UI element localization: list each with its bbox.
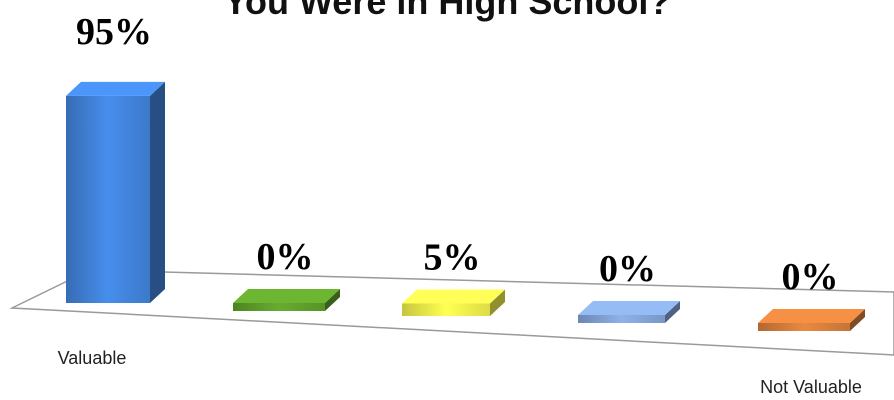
bar-side-face xyxy=(665,301,680,323)
bar-front-face xyxy=(578,315,665,323)
bar-top-face xyxy=(233,289,340,303)
bar-1 xyxy=(233,289,340,311)
data-label-1: 0% xyxy=(257,236,314,278)
data-label-4: 0% xyxy=(782,256,839,298)
bar-front-face xyxy=(233,303,325,311)
bar-front-face xyxy=(758,323,850,331)
bar-0 xyxy=(66,81,165,304)
bar-side-face xyxy=(490,289,505,316)
bar-3 xyxy=(578,301,680,323)
chart-title: You Were in High School? xyxy=(223,0,671,22)
bar-front-face xyxy=(66,95,150,304)
x-axis-label-last: Not Valuable xyxy=(760,377,862,397)
bar-front-face xyxy=(402,303,490,316)
data-label-0: 95% xyxy=(76,11,152,53)
bar-top-face xyxy=(758,309,865,323)
x-axis-label-first: Valuable xyxy=(58,348,127,368)
bar-4 xyxy=(758,309,865,331)
bar-2 xyxy=(402,289,505,316)
bar-group xyxy=(66,81,865,331)
bar-side-face xyxy=(325,289,340,311)
bar-top-face xyxy=(578,301,680,315)
bar-top-face xyxy=(66,81,165,96)
bar-top-face xyxy=(402,289,505,304)
bar-side-face xyxy=(850,309,865,331)
data-label-3: 0% xyxy=(599,248,656,290)
bar-side-face xyxy=(150,81,165,304)
data-label-group: 95% 0% 5% 0% 0% xyxy=(76,11,839,298)
data-label-2: 5% xyxy=(424,236,481,278)
